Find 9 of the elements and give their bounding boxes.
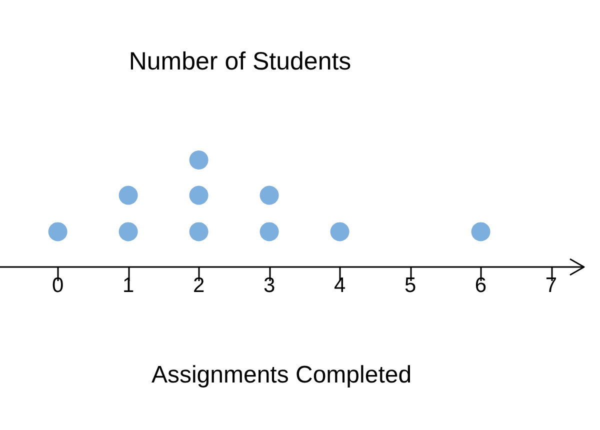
x-tick-label: 4 <box>334 274 346 297</box>
x-tick-label: 5 <box>404 274 416 297</box>
x-tick-label: 6 <box>474 274 487 297</box>
chart-title: Number of Students <box>128 48 352 76</box>
x-tick-label: 7 <box>545 274 558 297</box>
x-tick-label: 2 <box>192 274 205 297</box>
x-tick-label: 3 <box>263 274 276 297</box>
x-axis-title: Assignments Completed <box>151 362 412 388</box>
x-tick-label: 0 <box>52 274 64 297</box>
